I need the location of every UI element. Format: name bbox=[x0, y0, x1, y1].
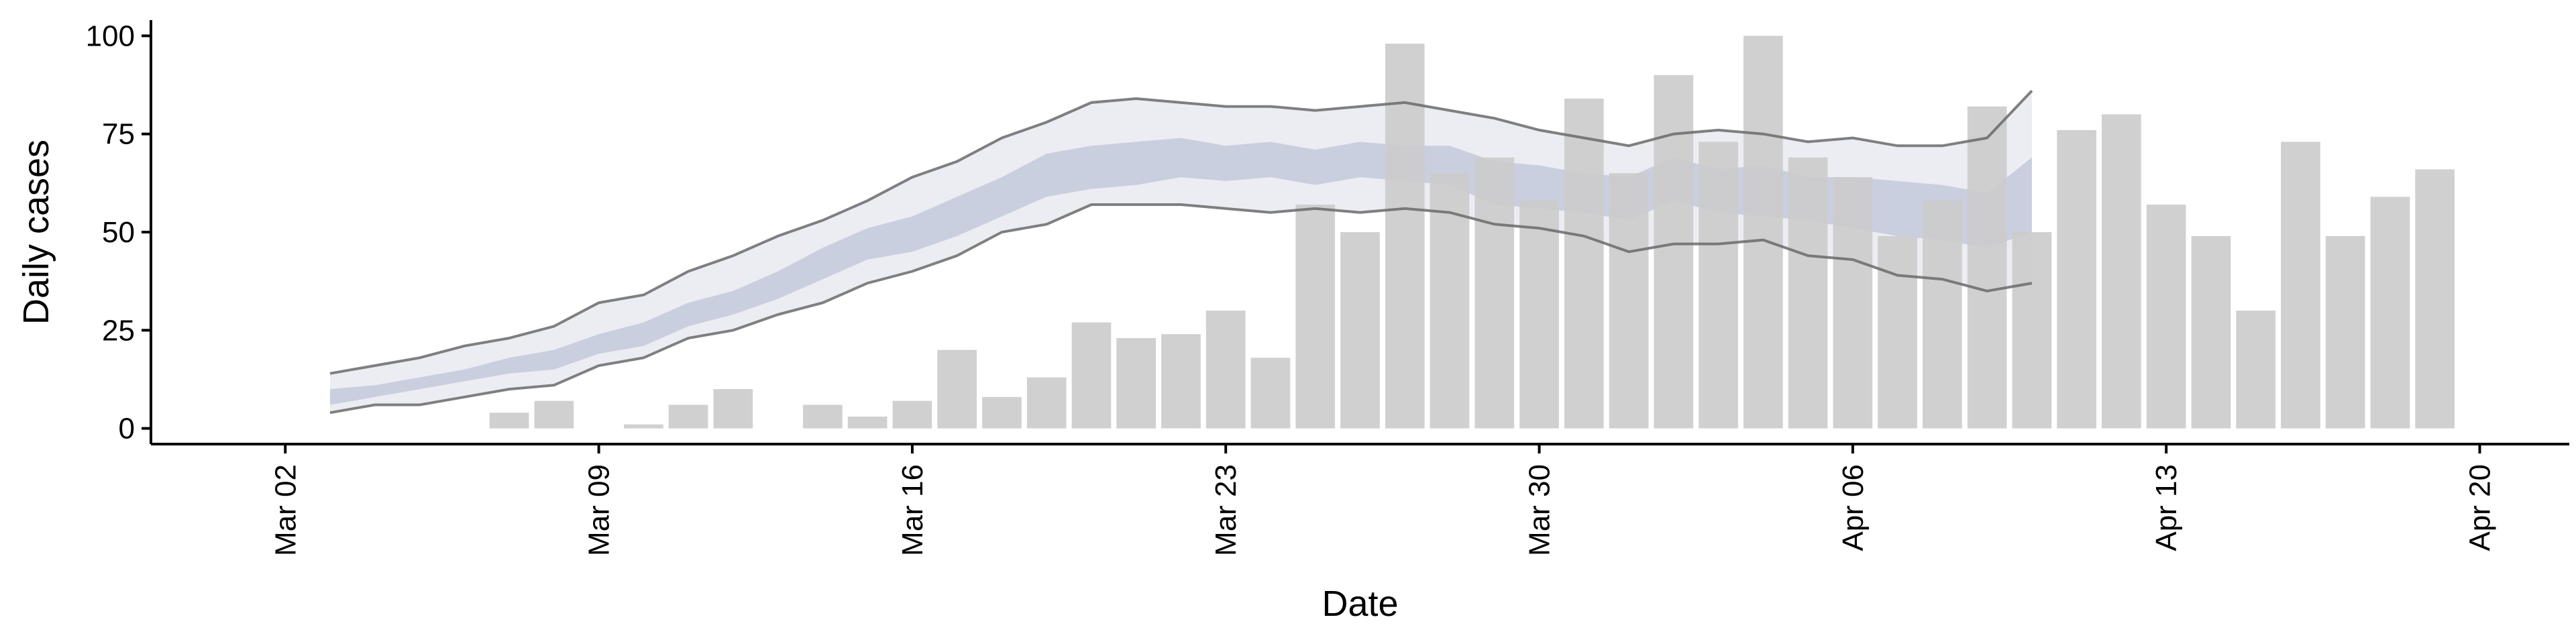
case-bar bbox=[2146, 205, 2186, 429]
case-bar bbox=[1654, 74, 1694, 429]
case-bar bbox=[2325, 235, 2365, 429]
case-bar bbox=[1116, 338, 1156, 429]
x-tick-label: Mar 23 bbox=[1210, 464, 1242, 556]
case-bar bbox=[1385, 44, 1425, 429]
case-bar bbox=[1788, 157, 1828, 429]
x-axis-title: Date bbox=[1322, 584, 1398, 624]
case-bar bbox=[2370, 197, 2410, 429]
y-tick-label: 75 bbox=[102, 118, 135, 151]
case-bar bbox=[1161, 334, 1201, 429]
case-bar bbox=[1923, 201, 1962, 429]
case-bar bbox=[2012, 232, 2052, 429]
case-bar bbox=[1071, 322, 1112, 429]
case-bar bbox=[2191, 235, 2231, 429]
case-bar bbox=[847, 417, 888, 429]
case-bar bbox=[1205, 311, 1246, 429]
x-tick-label: Mar 09 bbox=[583, 464, 616, 556]
inner-projection-band bbox=[330, 138, 2032, 405]
y-tick-label: 25 bbox=[102, 314, 135, 347]
axes: 0 25 50 75 100 Mar 02 Mar 09 Mar 16 Mar 23 Mar 30… bbox=[86, 19, 2569, 556]
projection-bound-lines bbox=[329, 89, 2033, 415]
y-tick-label: 50 bbox=[102, 216, 135, 249]
case-bar bbox=[2236, 311, 2275, 429]
case-bar bbox=[668, 405, 708, 429]
case-bar bbox=[2415, 169, 2455, 429]
case-bar bbox=[1878, 235, 1917, 429]
case-bar bbox=[1519, 201, 1559, 429]
x-tick-label: Apr 06 bbox=[1837, 464, 1870, 551]
y-tick-label: 100 bbox=[86, 19, 135, 52]
case-bar bbox=[1743, 36, 1783, 429]
case-bar bbox=[1564, 99, 1604, 429]
case-bar bbox=[803, 405, 843, 429]
daily-case-bars bbox=[489, 36, 2455, 429]
case-bar bbox=[892, 400, 932, 429]
case-bar bbox=[1699, 142, 1738, 429]
y-axis-title: Daily cases bbox=[16, 140, 56, 325]
case-bar bbox=[937, 350, 977, 429]
case-bar bbox=[713, 389, 753, 429]
x-tick-label: Apr 13 bbox=[2150, 464, 2183, 551]
case-bar bbox=[2057, 129, 2096, 429]
x-tick-label: Mar 30 bbox=[1523, 464, 1556, 556]
case-bar bbox=[1295, 205, 1336, 429]
case-bar bbox=[2102, 114, 2141, 429]
case-bar bbox=[1609, 173, 1649, 429]
case-bar bbox=[2281, 142, 2320, 429]
y-tick-label: 0 bbox=[119, 413, 135, 445]
case-bar bbox=[1833, 177, 1873, 429]
case-bar bbox=[1340, 232, 1380, 429]
outer-projection-band bbox=[330, 91, 2032, 413]
upper-bound-line bbox=[329, 89, 2033, 375]
x-tick-label: Apr 20 bbox=[2463, 464, 2496, 551]
case-bar bbox=[1026, 377, 1067, 429]
case-bar bbox=[982, 396, 1022, 429]
projection-bands bbox=[330, 91, 2032, 413]
x-tick-label: Mar 02 bbox=[269, 464, 302, 556]
case-bar bbox=[1250, 358, 1291, 429]
x-tick-label: Mar 16 bbox=[896, 464, 929, 556]
case-bar bbox=[489, 413, 529, 429]
lower-bound-line bbox=[329, 203, 2033, 415]
case-bar bbox=[534, 400, 574, 429]
case-bar bbox=[1967, 106, 2007, 429]
case-bar bbox=[624, 424, 663, 429]
case-bar bbox=[1474, 157, 1515, 429]
